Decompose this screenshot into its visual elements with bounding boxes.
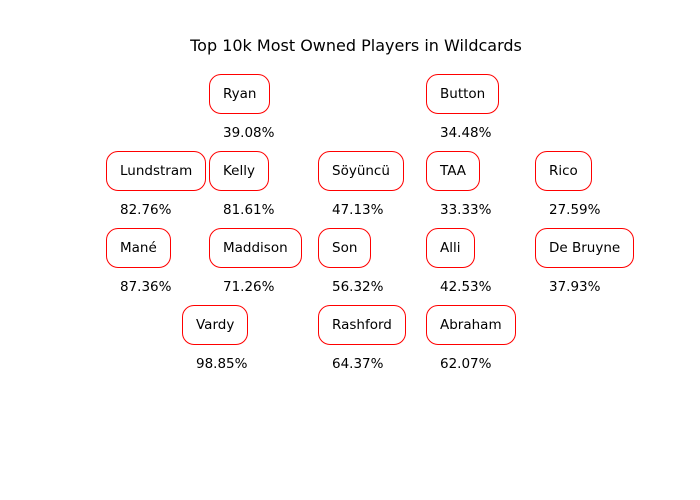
ownership-value: 98.85% — [196, 356, 248, 372]
player-name: Alli — [426, 228, 475, 268]
ownership-value: 87.36% — [120, 279, 172, 295]
ownership-value: 47.13% — [332, 202, 384, 218]
player-name: Rico — [535, 151, 592, 191]
player-name: Söyüncü — [318, 151, 404, 191]
ownership-value: 71.26% — [223, 279, 275, 295]
player-name: Mané — [106, 228, 171, 268]
ownership-value: 82.76% — [120, 202, 172, 218]
player-name: Rashford — [318, 305, 406, 345]
ownership-value: 37.93% — [549, 279, 601, 295]
ownership-value: 39.08% — [223, 125, 275, 141]
player-name: Maddison — [209, 228, 302, 268]
player-name: De Bruyne — [535, 228, 635, 268]
player-name: TAA — [426, 151, 481, 191]
diagram-title: Top 10k Most Owned Players in Wildcards — [190, 36, 522, 55]
ownership-value: 33.33% — [440, 202, 492, 218]
ownership-value: 81.61% — [223, 202, 275, 218]
ownership-value: 62.07% — [440, 356, 492, 372]
ownership-value: 34.48% — [440, 125, 492, 141]
player-name: Vardy — [182, 305, 249, 345]
player-name: Button — [426, 74, 500, 114]
player-name: Abraham — [426, 305, 516, 345]
ownership-value: 27.59% — [549, 202, 601, 218]
player-name: Lundstram — [106, 151, 207, 191]
ownership-value: 64.37% — [332, 356, 384, 372]
ownership-value: 42.53% — [440, 279, 492, 295]
player-name: Ryan — [209, 74, 271, 114]
player-name: Son — [318, 228, 372, 268]
player-name: Kelly — [209, 151, 269, 191]
ownership-value: 56.32% — [332, 279, 384, 295]
